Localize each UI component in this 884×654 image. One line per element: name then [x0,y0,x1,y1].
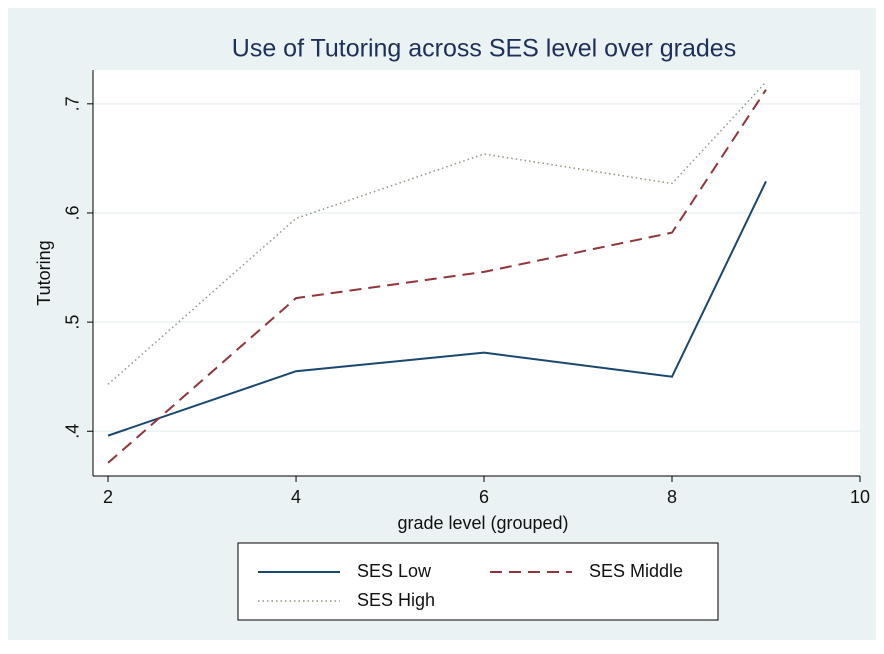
y-tick-label: .4 [63,424,83,439]
y-axis-title: Tutoring [34,240,54,305]
x-axis-title: grade level (grouped) [397,513,568,533]
legend-label: SES Low [357,561,432,581]
y-tick-label: .5 [63,315,83,330]
y-tick-label: .6 [63,205,83,220]
x-tick-label: 6 [479,487,489,507]
legend-label: SES High [357,590,435,610]
plot-area [93,70,860,476]
x-tick-label: 8 [667,487,677,507]
x-tick-label: 2 [103,487,113,507]
y-tick-label: .7 [63,96,83,111]
x-tick-label: 4 [291,487,301,507]
series-line [107,81,767,385]
series-line [107,89,767,464]
legend-box [237,542,719,621]
series-line [107,180,767,437]
x-tick-label: 10 [850,487,870,507]
legend-label: SES Middle [589,561,683,581]
chart-title: Use of Tutoring across SES level over gr… [232,35,736,63]
